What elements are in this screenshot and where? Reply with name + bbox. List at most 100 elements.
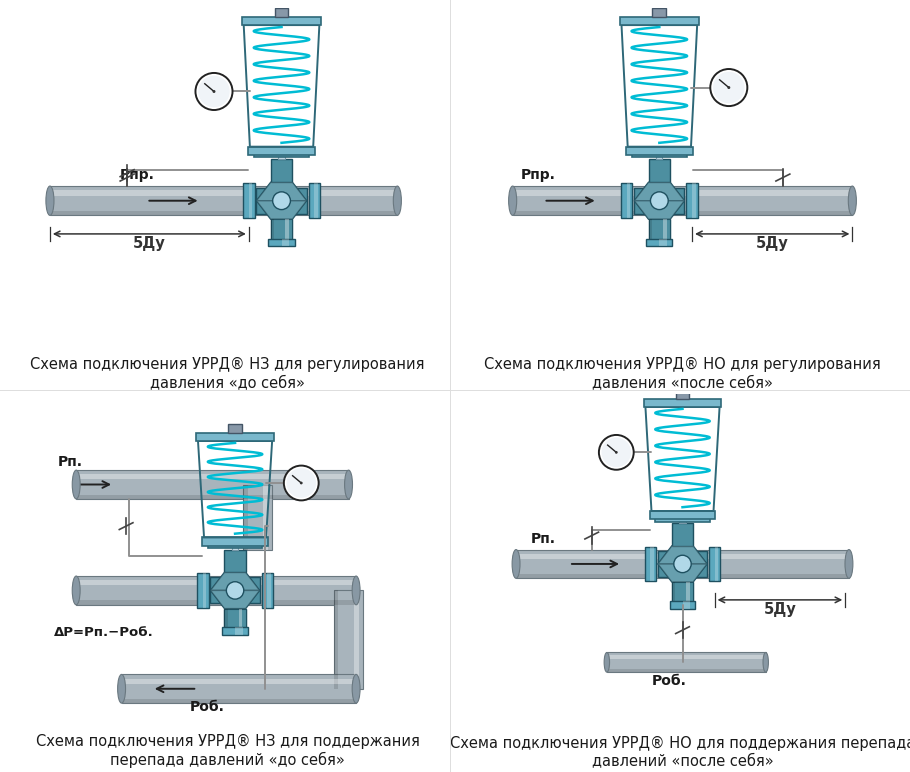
Bar [76, 470, 349, 499]
Ellipse shape [673, 555, 692, 573]
Circle shape [711, 69, 747, 106]
Polygon shape [210, 572, 259, 591]
Bar [663, 219, 667, 242]
Bar [228, 425, 242, 432]
Bar [672, 582, 693, 604]
Text: Рп.: Рп. [531, 532, 556, 546]
Bar [686, 183, 698, 218]
Bar [626, 183, 630, 218]
Ellipse shape [273, 191, 290, 210]
Bar [646, 239, 672, 246]
Bar [76, 475, 349, 479]
Ellipse shape [227, 582, 244, 599]
Bar [210, 577, 259, 604]
Bar [278, 151, 285, 159]
Bar [225, 608, 246, 631]
Bar [122, 699, 356, 703]
Text: Схема подключения УРРД® НЗ для регулирования
давления «до себя»: Схема подключения УРРД® НЗ для регулиров… [30, 357, 425, 390]
Polygon shape [658, 546, 707, 564]
Bar [512, 186, 853, 215]
Ellipse shape [345, 470, 352, 499]
Circle shape [615, 451, 618, 454]
Bar [607, 655, 765, 659]
Bar [243, 485, 248, 550]
Circle shape [713, 72, 744, 103]
Bar [268, 239, 295, 246]
Polygon shape [634, 182, 684, 201]
Text: Рп.: Рп. [57, 455, 82, 469]
Text: Роб.: Роб. [189, 700, 225, 714]
Bar [271, 219, 292, 242]
Bar [50, 211, 398, 215]
Bar [76, 576, 356, 604]
Text: ΔP=Рп.−Роб.: ΔP=Рп.−Роб. [54, 626, 153, 638]
Bar [682, 601, 690, 608]
Circle shape [727, 86, 731, 89]
Bar [243, 183, 255, 218]
Ellipse shape [117, 675, 126, 703]
Bar [516, 550, 849, 578]
Polygon shape [257, 201, 307, 219]
Bar [607, 652, 765, 672]
Bar [714, 547, 718, 581]
Bar [196, 432, 274, 441]
Bar [248, 147, 315, 155]
Polygon shape [257, 182, 307, 201]
Polygon shape [658, 564, 707, 582]
Bar [658, 551, 707, 577]
Bar [676, 391, 689, 398]
Bar [650, 511, 715, 520]
Bar [286, 219, 289, 242]
Polygon shape [210, 572, 259, 591]
Bar [281, 239, 289, 246]
Bar [660, 239, 667, 246]
Ellipse shape [72, 576, 80, 604]
Ellipse shape [352, 576, 360, 604]
Bar [254, 148, 309, 157]
Bar [672, 523, 693, 546]
Bar [649, 219, 670, 242]
Circle shape [602, 438, 632, 467]
Bar [122, 679, 356, 684]
Text: Роб.: Роб. [652, 674, 687, 688]
Bar [261, 573, 273, 608]
Circle shape [213, 90, 216, 93]
Bar [225, 550, 246, 572]
Bar [271, 219, 274, 242]
Text: Рпр.: Рпр. [119, 168, 155, 182]
Bar [197, 573, 208, 608]
Bar [680, 515, 685, 523]
Polygon shape [658, 546, 707, 564]
Bar [670, 601, 695, 608]
Ellipse shape [393, 186, 401, 215]
Bar [644, 547, 656, 581]
Circle shape [287, 468, 316, 498]
Polygon shape [634, 201, 684, 219]
Bar [686, 582, 690, 604]
Ellipse shape [604, 652, 610, 672]
Bar [354, 591, 359, 689]
Bar [672, 582, 693, 604]
Bar [203, 573, 207, 608]
Bar [516, 574, 849, 578]
Bar [238, 608, 242, 631]
Bar [76, 601, 356, 604]
Bar [76, 581, 356, 585]
Polygon shape [257, 182, 307, 201]
Bar [232, 541, 238, 550]
Bar [308, 183, 320, 218]
Ellipse shape [352, 675, 360, 703]
Bar [652, 8, 666, 16]
Bar [271, 159, 292, 182]
Bar [122, 675, 356, 703]
Ellipse shape [651, 191, 668, 210]
Bar [268, 573, 270, 608]
Text: Схема подключения УРРД® НО для регулирования
давления «после себя»: Схема подключения УРРД® НО для регулиров… [484, 357, 881, 390]
Bar [693, 183, 695, 218]
Ellipse shape [845, 550, 853, 578]
Bar [649, 219, 652, 242]
Bar [634, 188, 684, 214]
Bar [243, 485, 272, 550]
Bar [512, 211, 853, 215]
Polygon shape [658, 564, 707, 582]
